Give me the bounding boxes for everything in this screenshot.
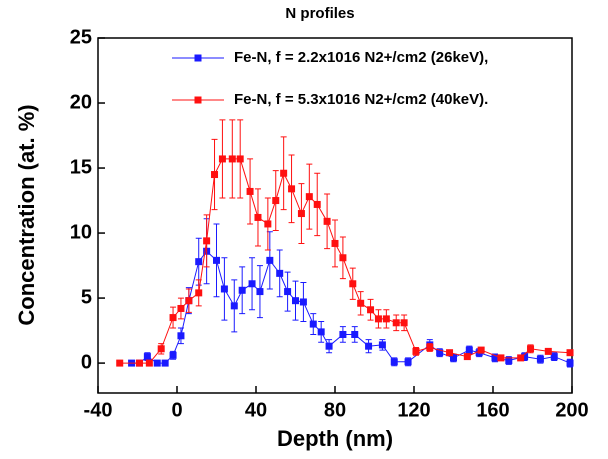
data-point bbox=[288, 185, 296, 193]
data-point bbox=[491, 354, 499, 362]
data-point bbox=[157, 345, 165, 353]
data-point bbox=[203, 237, 211, 245]
x-tick-label: 160 bbox=[476, 399, 509, 421]
data-point bbox=[213, 256, 220, 264]
data-point bbox=[323, 217, 331, 225]
data-point bbox=[517, 354, 525, 362]
x-tick-label: -40 bbox=[84, 399, 113, 421]
data-point bbox=[169, 351, 177, 359]
x-tick-label: 0 bbox=[171, 399, 182, 421]
data-point bbox=[400, 319, 408, 327]
data-point bbox=[374, 315, 382, 323]
data-point bbox=[325, 342, 333, 350]
data-point bbox=[544, 347, 552, 355]
chart-title: N profiles bbox=[285, 5, 354, 22]
data-point bbox=[412, 347, 420, 355]
data-point bbox=[135, 359, 143, 367]
data-point bbox=[185, 297, 193, 305]
data-point bbox=[382, 315, 390, 323]
data-point bbox=[153, 359, 161, 367]
y-tick-label: 10 bbox=[70, 221, 92, 243]
x-tick-label: 120 bbox=[397, 399, 430, 421]
data-point bbox=[339, 254, 347, 262]
data-point bbox=[527, 345, 535, 353]
data-point bbox=[177, 332, 185, 340]
data-point bbox=[297, 210, 305, 218]
data-point bbox=[477, 346, 485, 354]
data-point bbox=[145, 359, 153, 367]
data-point bbox=[266, 256, 274, 264]
data-point bbox=[446, 349, 454, 357]
y-tick-label: 0 bbox=[81, 351, 92, 373]
data-point bbox=[161, 359, 169, 367]
y-tick-label: 5 bbox=[81, 286, 92, 308]
data-point bbox=[276, 269, 284, 277]
data-point bbox=[211, 171, 219, 179]
data-point bbox=[254, 213, 262, 221]
data-point bbox=[550, 353, 558, 361]
data-point bbox=[248, 280, 256, 288]
data-point bbox=[566, 359, 574, 367]
data-point bbox=[195, 258, 203, 266]
data-point bbox=[521, 353, 529, 361]
legend-marker bbox=[194, 96, 202, 104]
data-point bbox=[331, 239, 339, 247]
data-point bbox=[305, 193, 313, 201]
legend-marker bbox=[194, 54, 202, 62]
data-point bbox=[280, 169, 288, 177]
data-point bbox=[220, 285, 228, 293]
data-point bbox=[357, 299, 365, 307]
data-point bbox=[272, 197, 280, 205]
data-point bbox=[264, 220, 272, 228]
data-point bbox=[309, 320, 317, 328]
data-point bbox=[351, 330, 359, 338]
data-point bbox=[450, 354, 457, 362]
y-tick-label: 15 bbox=[70, 156, 92, 178]
data-point bbox=[378, 341, 386, 349]
data-point bbox=[463, 353, 471, 361]
data-point bbox=[292, 297, 299, 305]
y-tick-label: 25 bbox=[70, 26, 92, 48]
data-point bbox=[246, 187, 254, 195]
data-point bbox=[177, 304, 185, 312]
y-axis-label: Concentration (at. %) bbox=[14, 104, 39, 325]
data-point bbox=[390, 358, 398, 366]
y-tick-label: 20 bbox=[70, 91, 92, 113]
x-tick-label: 40 bbox=[245, 399, 267, 421]
data-point bbox=[317, 328, 325, 336]
data-point bbox=[436, 349, 444, 357]
data-point bbox=[404, 358, 412, 366]
data-point bbox=[367, 306, 375, 314]
data-point bbox=[505, 356, 513, 364]
x-tick-label: 80 bbox=[324, 399, 346, 421]
data-point bbox=[536, 355, 544, 363]
data-point bbox=[236, 155, 244, 163]
data-point bbox=[426, 343, 434, 351]
data-point bbox=[339, 330, 347, 338]
data-point bbox=[349, 280, 357, 288]
data-point bbox=[218, 155, 226, 163]
data-point bbox=[230, 302, 238, 310]
data-point bbox=[497, 354, 505, 362]
data-point bbox=[313, 200, 321, 208]
data-point bbox=[169, 314, 177, 322]
data-point bbox=[195, 289, 203, 297]
data-point bbox=[284, 288, 292, 296]
data-point bbox=[228, 155, 236, 163]
data-point bbox=[365, 342, 373, 350]
legend-label: Fe-N, f = 5.3x1016 N2+/cm2 (40keV). bbox=[234, 91, 488, 108]
legend-label: Fe-N, f = 2.2x1016 N2+/cm2 (26keV), bbox=[234, 49, 488, 66]
x-axis-label: Depth (nm) bbox=[277, 426, 393, 451]
data-point bbox=[566, 349, 574, 357]
data-point bbox=[299, 298, 307, 306]
data-point bbox=[465, 346, 473, 354]
data-point bbox=[256, 288, 264, 296]
data-point bbox=[143, 353, 151, 361]
data-point bbox=[116, 359, 124, 367]
data-point bbox=[392, 319, 400, 327]
x-tick-label: 200 bbox=[555, 399, 588, 421]
data-point bbox=[238, 286, 246, 294]
